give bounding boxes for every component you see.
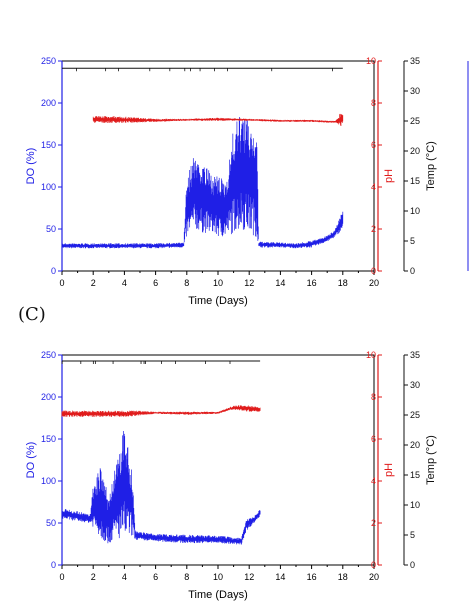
series-do-trace [61, 116, 344, 249]
x-tick-label: 10 [213, 572, 223, 582]
ph-tick-label: 0 [371, 266, 376, 276]
x-tick-label: 0 [59, 572, 64, 582]
do-tick-label: 200 [41, 98, 56, 108]
do-tick-label: 0 [51, 266, 56, 276]
series-ph-trace [92, 113, 344, 126]
do-axis-label: DO (%) [25, 442, 37, 479]
x-tick-label: 2 [91, 572, 96, 582]
do-tick-label: 250 [41, 350, 56, 360]
x-tick-label: 0 [59, 278, 64, 288]
temp-tick-label: 30 [410, 380, 420, 390]
temp-tick-label: 25 [410, 410, 420, 420]
do-tick-label: 200 [41, 392, 56, 402]
ph-axis-label: pH [383, 463, 395, 477]
ph-tick-label: 2 [371, 518, 376, 528]
temp-tick-label: 35 [410, 350, 420, 360]
temp-tick-label: 0 [410, 560, 415, 570]
temp-tick-label: 5 [410, 530, 415, 540]
temp-tick-label: 20 [410, 146, 420, 156]
temp-tick-label: 35 [410, 56, 420, 66]
do-axis-label: DO (%) [25, 148, 37, 185]
ph-tick-label: 10 [366, 350, 376, 360]
temp-axis-label: Temp (°C) [425, 141, 437, 191]
x-tick-label: 16 [307, 278, 317, 288]
x-tick-label: 4 [122, 572, 127, 582]
temp-tick-label: 5 [410, 236, 415, 246]
temp-tick-label: 25 [410, 116, 420, 126]
x-tick-label: 14 [275, 572, 285, 582]
x-tick-label: 12 [244, 572, 254, 582]
x-tick-label: 18 [338, 572, 348, 582]
x-tick-label: 6 [153, 278, 158, 288]
x-tick-label: 8 [184, 278, 189, 288]
x-axis-label: Time (Days) [188, 295, 247, 307]
ph-tick-label: 8 [371, 392, 376, 402]
do-tick-label: 250 [41, 56, 56, 66]
temp-tick-label: 10 [410, 206, 420, 216]
panel-label-c: (C) [18, 304, 46, 325]
do-tick-label: 0 [51, 560, 56, 570]
x-axis-label: Time (Days) [188, 589, 247, 601]
series-do-trace [61, 430, 261, 545]
temp-tick-label: 20 [410, 440, 420, 450]
temp-tick-label: 30 [410, 86, 420, 96]
ph-tick-label: 10 [366, 56, 376, 66]
temp-tick-label: 0 [410, 266, 415, 276]
do-tick-label: 100 [41, 182, 56, 192]
do-tick-label: 50 [46, 518, 56, 528]
ph-tick-label: 8 [371, 98, 376, 108]
x-tick-label: 2 [91, 278, 96, 288]
temp-tick-label: 15 [410, 470, 420, 480]
series-ph-trace [61, 405, 261, 417]
do-tick-label: 100 [41, 476, 56, 486]
x-tick-label: 20 [369, 572, 379, 582]
x-tick-label: 18 [338, 278, 348, 288]
ph-tick-label: 4 [371, 182, 376, 192]
do-tick-label: 150 [41, 140, 56, 150]
ph-tick-label: 2 [371, 224, 376, 234]
x-tick-label: 4 [122, 278, 127, 288]
do-tick-label: 150 [41, 434, 56, 444]
temp-tick-label: 15 [410, 176, 420, 186]
ph-tick-label: 4 [371, 476, 376, 486]
do-tick-label: 50 [46, 224, 56, 234]
x-tick-label: 6 [153, 572, 158, 582]
x-tick-label: 12 [244, 278, 254, 288]
ph-tick-label: 0 [371, 560, 376, 570]
ph-tick-label: 6 [371, 434, 376, 444]
x-tick-label: 16 [307, 572, 317, 582]
x-tick-label: 14 [275, 278, 285, 288]
temp-axis-label: Temp (°C) [425, 435, 437, 485]
x-tick-label: 20 [369, 278, 379, 288]
x-tick-label: 8 [184, 572, 189, 582]
ph-axis-label: pH [383, 169, 395, 183]
temp-tick-label: 10 [410, 500, 420, 510]
ph-tick-label: 6 [371, 140, 376, 150]
x-tick-label: 10 [213, 278, 223, 288]
